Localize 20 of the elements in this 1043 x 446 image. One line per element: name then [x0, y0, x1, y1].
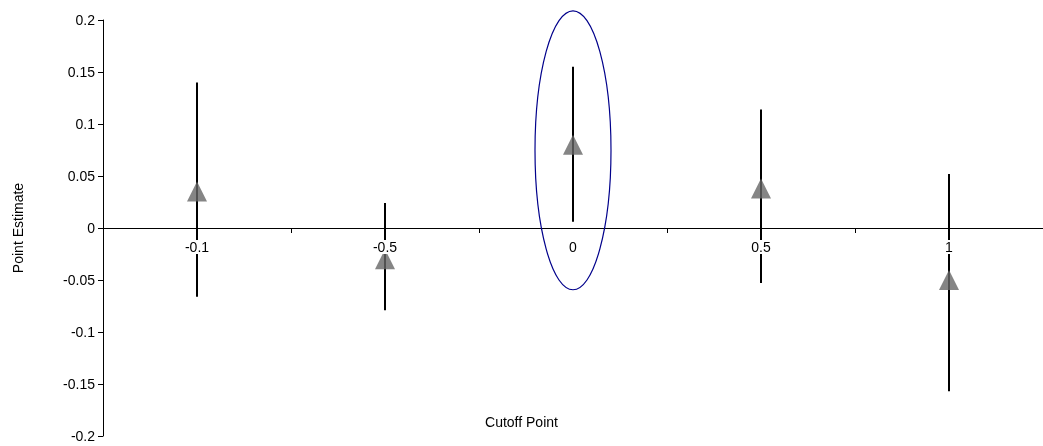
y-tick-label: 0	[87, 220, 96, 236]
point	[751, 178, 771, 199]
y-tick-label: 0.1	[75, 116, 96, 132]
y-tick-label: 0.15	[67, 64, 96, 80]
y-tick-label: -0.2	[70, 428, 96, 444]
x-axis-title: Cutoff Point	[485, 414, 559, 430]
x-tick-label: -0.1	[184, 239, 210, 255]
y-tick-label: 0.2	[75, 12, 96, 28]
y-tick-label: 0.05	[67, 168, 96, 184]
x-tick-label: 0.5	[751, 239, 771, 255]
y-tick-label: -0.1	[70, 324, 96, 340]
y-axis-title: Point Estimate	[10, 182, 26, 274]
point	[939, 270, 959, 290]
y-tick-label: -0.15	[63, 376, 96, 392]
point	[563, 134, 583, 155]
point	[187, 181, 207, 202]
y-tick-label: -0.05	[63, 272, 96, 288]
x-tick-label: 1	[945, 239, 954, 255]
x-tick-label: -0.5	[372, 239, 398, 255]
x-tick-label: 0	[569, 239, 578, 255]
